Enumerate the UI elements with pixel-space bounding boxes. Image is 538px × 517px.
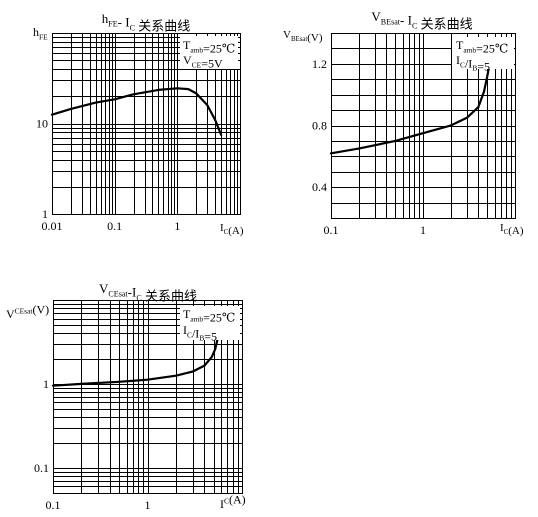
chart-vbesat: 0.1 1 0.4 0.8 1.2 VBEsat- IC 关系曲线 VBEsat(V) IC(… xyxy=(283,9,524,237)
annotation-ratio: IC/IB=5 xyxy=(456,53,490,74)
x-tick-label: 0.1 xyxy=(324,223,339,237)
y-tick-label: 0.4 xyxy=(312,180,327,194)
plot-frame xyxy=(330,32,517,220)
annotation-tamb: Tamb=25℃ xyxy=(183,38,235,55)
x-axis-label: IC(A) xyxy=(220,222,244,237)
y-tick-label: 0.1 xyxy=(34,461,49,475)
y-tick-label: 1.2 xyxy=(312,57,327,71)
y-tick-label: 0.8 xyxy=(312,119,327,133)
x-tick-label: 1 xyxy=(420,223,426,237)
annotation-ratio: IC/IB=5 xyxy=(183,323,217,344)
y-axis-label: hFE xyxy=(33,25,48,41)
data-curve xyxy=(51,330,220,387)
x-axis-label: IC(A) xyxy=(500,222,524,237)
chart-vcesat: 0.1 1 0.1 1 VCEsat-IC 关系曲线 VCEsat(V) IC(A) Tamb… xyxy=(6,281,246,512)
chart-hfe: 0.01 0.1 1 1 10 hFE- IC 关系曲线 hFE IC(A) Tamb=25℃V… xyxy=(33,11,244,237)
y-tick-label: 1 xyxy=(43,377,49,391)
x-tick-label: 1 xyxy=(174,219,180,233)
annotation-box xyxy=(180,306,240,340)
x-tick-label: 0.01 xyxy=(42,219,63,233)
annotation-tamb: Tamb=25℃ xyxy=(183,307,235,324)
plot-frame xyxy=(52,299,244,495)
x-tick-label: 0.1 xyxy=(46,498,61,512)
plot-frame xyxy=(51,32,242,216)
data-curve xyxy=(50,87,223,136)
annotation-vce: VCE=5V xyxy=(183,53,223,70)
chart-title: VBEsat- IC 关系曲线 xyxy=(371,9,472,31)
y-axis-label: VCEsat(V) xyxy=(6,302,49,321)
y-tick-label: 1 xyxy=(42,207,48,221)
chart-title: VCEsat-IC 关系曲线 xyxy=(99,281,197,303)
chart-title: hFE- IC 关系曲线 xyxy=(102,11,190,33)
annotation-tamb: Tamb=25℃ xyxy=(456,38,508,55)
annotation-box xyxy=(452,37,514,69)
data-curve xyxy=(329,54,493,155)
y-axis-label: VBEsat(V) xyxy=(283,29,323,44)
y-tick-label: 10 xyxy=(36,117,48,131)
x-axis-label: IC(A) xyxy=(220,492,246,511)
annotation-box xyxy=(180,36,238,69)
x-tick-label: 0.1 xyxy=(107,219,122,233)
x-tick-label: 1 xyxy=(145,498,151,512)
